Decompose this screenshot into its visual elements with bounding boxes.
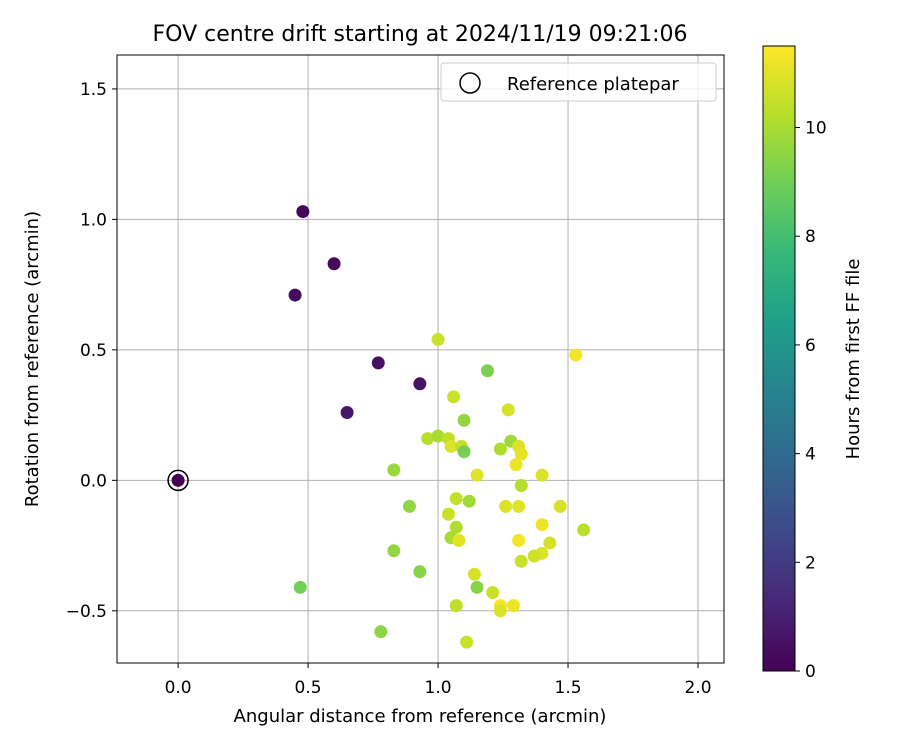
y-tick-label: 1.5 bbox=[80, 80, 107, 100]
scatter-point bbox=[512, 533, 526, 547]
colorbar-label: Hours from first FF file bbox=[843, 259, 864, 460]
scatter-point bbox=[512, 499, 526, 513]
colorbar: 0 2 4 6 8 10 Hours from first FF file bbox=[762, 45, 864, 682]
y-tick-label: 0.5 bbox=[80, 341, 107, 361]
scatter-point bbox=[499, 499, 513, 513]
colorbar-gradient bbox=[763, 46, 795, 671]
colorbar-tick-label: 10 bbox=[805, 119, 827, 139]
legend-marker-reference bbox=[459, 72, 481, 94]
scatter-point bbox=[340, 405, 354, 419]
scatter-point bbox=[527, 549, 541, 563]
legend-label-reference: Reference platepar bbox=[507, 74, 679, 95]
reference-point bbox=[171, 473, 185, 487]
scatter-point bbox=[402, 499, 416, 513]
scatter-point bbox=[493, 604, 507, 618]
scatter-point bbox=[327, 257, 341, 271]
x-tick-label: 1.5 bbox=[555, 678, 582, 698]
scatter-point bbox=[449, 520, 463, 534]
colorbar-tick-label: 4 bbox=[805, 445, 816, 465]
x-axis-ticks: 0.0 0.5 1.0 1.5 2.0 bbox=[165, 663, 712, 698]
colorbar-tick-label: 2 bbox=[805, 553, 816, 573]
scatter-point bbox=[577, 523, 591, 537]
x-tick-label: 1.0 bbox=[425, 678, 452, 698]
scatter-point bbox=[449, 599, 463, 613]
scatter-point bbox=[480, 364, 494, 378]
y-axis-label: Rotation from reference (arcmin) bbox=[22, 211, 43, 507]
scatter-point bbox=[470, 468, 484, 482]
colorbar-tick-label: 6 bbox=[805, 336, 816, 356]
scatter-point bbox=[413, 565, 427, 579]
scatter-point bbox=[371, 356, 385, 370]
reference-marker-ring bbox=[167, 469, 189, 492]
legend: Reference platepar bbox=[440, 62, 717, 102]
scatter-point bbox=[457, 413, 471, 427]
scatter-point bbox=[535, 518, 549, 532]
scatter-point bbox=[457, 445, 471, 459]
scatter-point bbox=[553, 499, 567, 513]
colorbar-frame bbox=[762, 45, 796, 672]
scatter-point bbox=[509, 458, 523, 472]
scatter-point bbox=[421, 432, 435, 446]
scatter-point bbox=[462, 494, 476, 508]
y-axis-ticks: −0.5 0.0 0.5 1.0 1.5 bbox=[66, 80, 117, 622]
plot-frame bbox=[116, 54, 725, 664]
x-tick-label: 2.0 bbox=[684, 678, 711, 698]
scatter-point bbox=[431, 429, 445, 443]
scatter-point bbox=[493, 442, 507, 456]
scatter-point bbox=[506, 599, 520, 613]
chart-title: FOV centre drift starting at 2024/11/19 … bbox=[153, 22, 688, 47]
scatter-point bbox=[501, 403, 515, 417]
y-tick-label: 0.0 bbox=[80, 471, 107, 491]
data-points bbox=[167, 205, 591, 649]
scatter-point bbox=[467, 567, 481, 581]
legend-box bbox=[440, 62, 717, 102]
x-tick-label: 0.0 bbox=[165, 678, 192, 698]
scatter-point bbox=[441, 507, 455, 521]
x-tick-label: 0.5 bbox=[295, 678, 322, 698]
scatter-point bbox=[296, 205, 310, 219]
scatter-point bbox=[470, 580, 484, 594]
scatter-point bbox=[444, 439, 458, 453]
scatter-point bbox=[293, 580, 307, 594]
scatter-point bbox=[387, 544, 401, 558]
scatter-point bbox=[387, 463, 401, 477]
colorbar-tick-label: 8 bbox=[805, 227, 816, 247]
x-axis-label: Angular distance from reference (arcmin) bbox=[234, 706, 607, 727]
scatter-point bbox=[413, 377, 427, 391]
colorbar-tick-label: 0 bbox=[805, 662, 816, 682]
scatter-point bbox=[535, 468, 549, 482]
scatter-point bbox=[374, 625, 388, 639]
scatter-point bbox=[447, 390, 461, 404]
y-tick-label: −0.5 bbox=[66, 602, 107, 622]
scatter-point bbox=[514, 447, 528, 461]
y-tick-label: 1.0 bbox=[80, 210, 107, 230]
scatter-point bbox=[288, 288, 302, 302]
scatter-point bbox=[514, 554, 528, 568]
scatter-point bbox=[431, 332, 445, 346]
scatter-point bbox=[449, 492, 463, 506]
colorbar-ticks: 0 2 4 6 8 10 bbox=[795, 119, 827, 682]
scatter-point bbox=[569, 348, 583, 362]
scatter-point bbox=[486, 586, 500, 600]
scatter-point bbox=[514, 479, 528, 493]
scatter-point bbox=[543, 536, 557, 550]
scatter-point bbox=[460, 635, 474, 649]
scatter-point bbox=[452, 533, 466, 547]
